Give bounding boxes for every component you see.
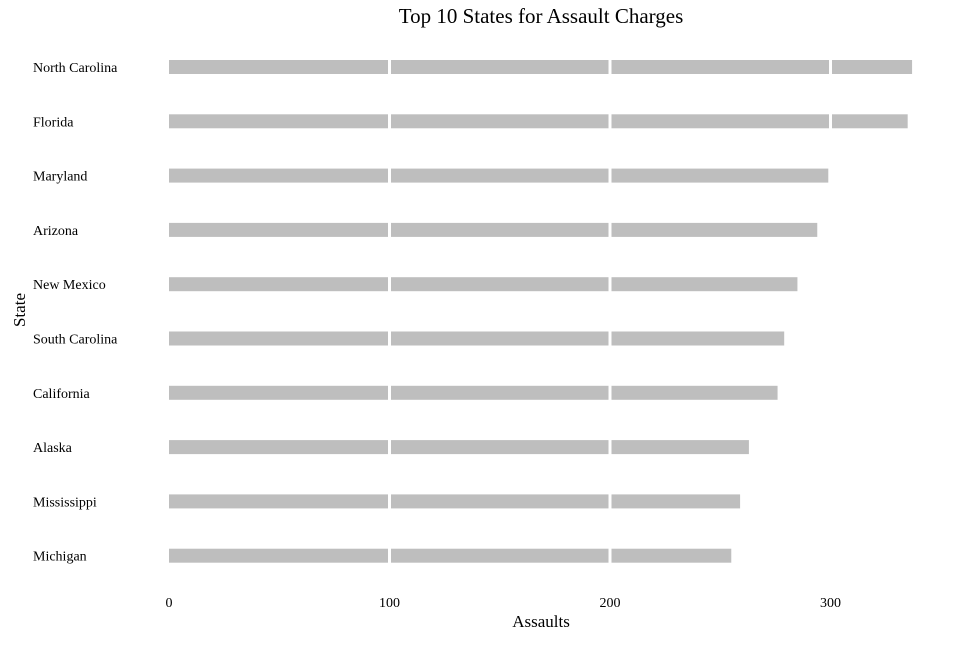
bar-north-carolina [169, 60, 913, 74]
y-axis-title: State [10, 293, 29, 327]
y-tick-labels: North Carolina Florida Maryland Arizona New … [33, 61, 118, 565]
bar-maryland [169, 168, 829, 183]
y-tick-label: New Mexico [33, 278, 106, 293]
gridlines-layer [388, 50, 832, 572]
bar-michigan [169, 548, 732, 563]
x-tick-labels: 0 100 200 300 [166, 596, 842, 611]
x-axis-title: Assaults [512, 612, 570, 631]
chart-title: Top 10 States for Assault Charges [399, 4, 684, 28]
y-tick-label: Michigan [33, 550, 87, 565]
y-tick-label: California [33, 387, 91, 402]
bars-layer [169, 60, 913, 563]
x-tick-label: 100 [379, 596, 400, 611]
bar-south-carolina [169, 331, 785, 346]
bar-florida [169, 114, 908, 129]
bar-mississippi [169, 494, 741, 509]
y-tick-label: North Carolina [33, 61, 118, 76]
y-tick-label: Florida [33, 115, 74, 130]
y-tick-label: Mississippi [33, 495, 97, 510]
bar-new-mexico [169, 277, 798, 292]
y-tick-label: South Carolina [33, 333, 118, 348]
y-tick-label: Arizona [33, 224, 79, 239]
y-tick-label: Alaska [33, 441, 73, 456]
x-tick-label: 200 [600, 596, 621, 611]
bar-california [169, 385, 778, 400]
bar-arizona [169, 222, 818, 237]
x-tick-label: 0 [166, 596, 173, 611]
x-tick-label: 300 [820, 596, 841, 611]
bar-alaska [169, 440, 749, 455]
y-tick-label: Maryland [33, 170, 87, 185]
